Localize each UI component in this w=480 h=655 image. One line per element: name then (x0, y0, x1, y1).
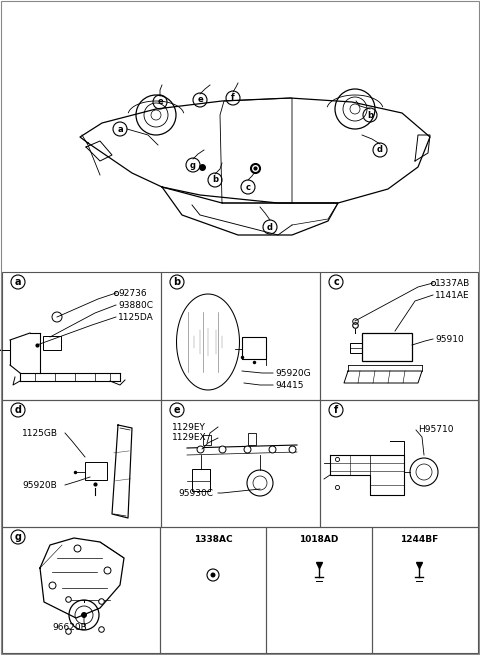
Text: 1337AB: 1337AB (435, 278, 470, 288)
Text: 1338AC: 1338AC (194, 536, 232, 544)
Bar (242, 337, 266, 359)
Text: b: b (212, 176, 218, 185)
Text: 1018AD: 1018AD (300, 536, 339, 544)
Bar (161, 400, 320, 527)
Bar (362, 333, 412, 361)
Text: 1125DA: 1125DA (118, 312, 154, 322)
Text: d: d (14, 405, 22, 415)
Text: a: a (117, 124, 123, 134)
Text: e: e (174, 405, 180, 415)
Text: 1125GB: 1125GB (22, 428, 58, 438)
Text: 95920G: 95920G (275, 369, 311, 377)
Text: g: g (190, 160, 196, 170)
Bar (266, 527, 372, 653)
Text: 93880C: 93880C (118, 301, 153, 310)
Circle shape (81, 612, 87, 618)
Text: 92736: 92736 (118, 288, 146, 297)
Text: f: f (231, 94, 235, 102)
Text: b: b (367, 111, 373, 119)
Text: e: e (197, 96, 203, 105)
Bar (203, 435, 211, 445)
Text: 95920B: 95920B (22, 481, 57, 489)
Bar (161, 272, 320, 400)
Text: 94415: 94415 (275, 381, 303, 390)
Circle shape (211, 572, 216, 578)
Text: 95930C: 95930C (178, 489, 213, 498)
Bar (43, 336, 61, 350)
Text: 1244BF: 1244BF (400, 536, 438, 544)
Text: e: e (157, 98, 163, 107)
Bar (248, 433, 256, 445)
Text: c: c (245, 183, 251, 191)
Text: b: b (173, 277, 180, 287)
Bar (2, 527, 160, 653)
Bar (85, 462, 107, 480)
Bar (320, 400, 478, 527)
Text: g: g (14, 532, 22, 542)
Text: 1129EX: 1129EX (172, 434, 206, 443)
Text: 1141AE: 1141AE (435, 291, 469, 299)
Bar (320, 272, 478, 400)
Text: H95710: H95710 (418, 426, 454, 434)
Text: d: d (267, 223, 273, 231)
Text: 95910: 95910 (435, 335, 464, 343)
Bar (2, 400, 161, 527)
Text: f: f (334, 405, 338, 415)
Bar (372, 527, 478, 653)
Bar (2, 272, 161, 400)
Text: 1129EY: 1129EY (172, 422, 206, 432)
Text: 96620B: 96620B (52, 622, 87, 631)
Bar (160, 527, 266, 653)
Bar (192, 469, 210, 491)
Text: d: d (377, 145, 383, 155)
Text: a: a (15, 277, 21, 287)
Text: c: c (333, 277, 339, 287)
Bar (350, 343, 362, 353)
